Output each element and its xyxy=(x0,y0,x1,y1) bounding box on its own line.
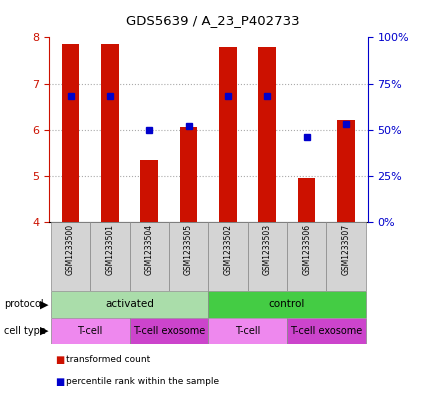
Text: T-cell: T-cell xyxy=(77,326,103,336)
Bar xyxy=(258,48,276,222)
Bar xyxy=(51,318,130,344)
Bar xyxy=(180,127,198,222)
Text: GSM1233502: GSM1233502 xyxy=(224,224,232,275)
Text: ▶: ▶ xyxy=(40,326,49,336)
Bar xyxy=(169,222,208,291)
Bar xyxy=(130,222,169,291)
Text: T-cell exosome: T-cell exosome xyxy=(290,326,363,336)
Text: cell type: cell type xyxy=(4,326,46,336)
Text: percentile rank within the sample: percentile rank within the sample xyxy=(66,377,219,386)
Text: GSM1233503: GSM1233503 xyxy=(263,224,272,275)
Bar xyxy=(208,291,366,318)
Text: control: control xyxy=(269,299,305,309)
Text: protocol: protocol xyxy=(4,299,44,309)
Text: GSM1233507: GSM1233507 xyxy=(341,224,351,275)
Text: GSM1233504: GSM1233504 xyxy=(145,224,154,275)
Bar xyxy=(337,120,355,222)
Text: ■: ■ xyxy=(55,376,65,387)
Bar xyxy=(90,222,130,291)
Bar xyxy=(208,222,248,291)
Bar xyxy=(248,222,287,291)
Text: T-cell exosome: T-cell exosome xyxy=(133,326,205,336)
Bar xyxy=(219,48,237,222)
Text: GSM1233505: GSM1233505 xyxy=(184,224,193,275)
Bar xyxy=(287,318,366,344)
Bar xyxy=(287,222,326,291)
Bar xyxy=(298,178,315,222)
Text: transformed count: transformed count xyxy=(66,356,150,364)
Bar xyxy=(208,318,287,344)
Bar xyxy=(140,160,158,222)
Text: GSM1233506: GSM1233506 xyxy=(302,224,311,275)
Bar xyxy=(51,222,90,291)
Bar xyxy=(62,44,79,222)
Text: T-cell: T-cell xyxy=(235,326,260,336)
Text: ▶: ▶ xyxy=(40,299,49,309)
Bar xyxy=(51,291,208,318)
Text: ■: ■ xyxy=(55,355,65,365)
Bar xyxy=(101,44,119,222)
Text: GSM1233501: GSM1233501 xyxy=(105,224,114,275)
Text: activated: activated xyxy=(105,299,154,309)
Bar xyxy=(130,318,208,344)
Text: GDS5639 / A_23_P402733: GDS5639 / A_23_P402733 xyxy=(126,14,299,27)
Text: GSM1233500: GSM1233500 xyxy=(66,224,75,275)
Bar xyxy=(326,222,366,291)
